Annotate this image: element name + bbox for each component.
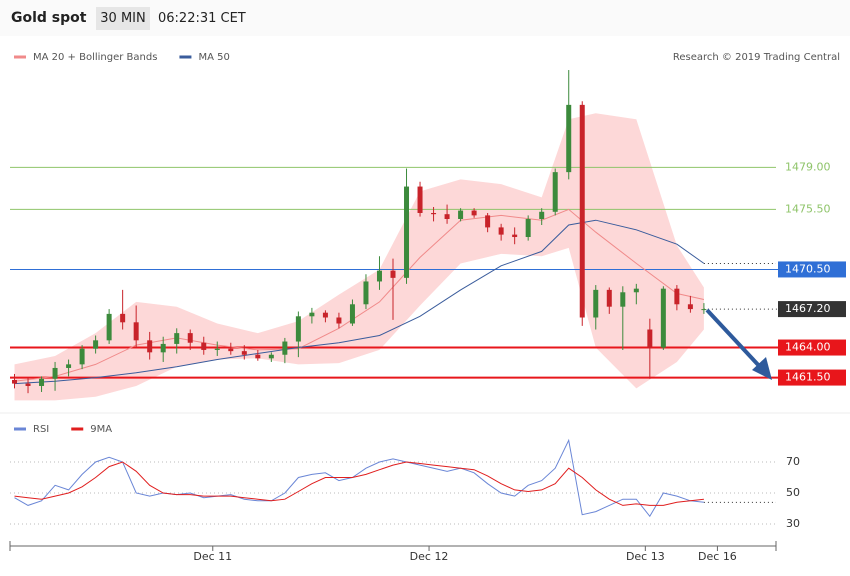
level-label-box: [778, 301, 846, 318]
candle-body: [525, 218, 531, 238]
candle-body: [214, 348, 220, 350]
candle-body: [106, 313, 112, 341]
page-title: Gold spot: [11, 10, 87, 26]
candle-body: [660, 288, 666, 348]
level-label: 1464.00: [785, 341, 831, 354]
candle-body: [647, 329, 653, 348]
candle-body: [404, 186, 410, 278]
level-label-box: [778, 369, 846, 386]
level-label: 1470.50: [785, 262, 831, 275]
candle-body: [593, 289, 599, 318]
candle-body: [295, 316, 301, 342]
candle-body: [566, 104, 572, 173]
candle-body: [160, 343, 166, 353]
level-label: 1467.20: [785, 302, 831, 315]
candle-body: [552, 172, 558, 212]
candle-body: [363, 281, 369, 305]
candle-body: [633, 288, 639, 293]
candle-body: [79, 348, 85, 365]
level-label: 1479.00: [785, 160, 831, 173]
candle-body: [417, 186, 423, 213]
candle-body: [498, 227, 504, 235]
candle-body: [174, 333, 180, 344]
y-tick-label: 70: [786, 455, 800, 468]
candle-body: [322, 312, 328, 318]
candle-body: [471, 210, 477, 216]
level-label-box: [778, 339, 846, 356]
candle-body: [349, 304, 355, 324]
level-label: 1461.50: [785, 371, 831, 384]
interval: 30 MIN: [100, 11, 145, 26]
candle-body: [376, 270, 382, 282]
interval-box: [96, 7, 150, 30]
candle-body: [485, 215, 491, 228]
legend-label: 9MA: [90, 424, 112, 435]
candle-body: [228, 348, 234, 352]
candle-body: [620, 292, 626, 307]
x-tick-label: Dec 12: [410, 550, 449, 563]
candle-body: [701, 309, 707, 311]
legend-label: MA 50: [198, 52, 229, 63]
x-tick-label: Dec 13: [626, 550, 665, 563]
candle-body: [25, 383, 31, 386]
level-label: 1475.50: [785, 202, 831, 215]
candle-body: [336, 317, 342, 324]
candle-body: [93, 340, 99, 349]
candle-body: [606, 289, 612, 307]
time: 06:22:31 CET: [158, 11, 246, 26]
candle-body: [268, 354, 274, 359]
candle-body: [458, 210, 464, 219]
x-tick-label: Dec 11: [193, 550, 232, 563]
candle-body: [539, 211, 545, 219]
candle-body: [52, 367, 58, 379]
candle-body: [120, 313, 126, 323]
arrow: [705, 308, 764, 371]
candle-body: [512, 234, 518, 238]
y-tick-label: 30: [786, 517, 800, 530]
candle-body: [431, 212, 437, 215]
candle-body: [674, 288, 680, 305]
plot-layer: 1479.00 1475.50 1470.50 1467.20 1464.00 1461.…: [9, 52, 846, 563]
candle-body: [255, 354, 261, 359]
credit: Research © 2019 Trading Central: [673, 52, 840, 63]
bollinger-band: [14, 113, 704, 401]
candle-body: [241, 351, 247, 355]
candle-body: [309, 312, 315, 317]
candle-body: [687, 304, 693, 310]
candle-body: [187, 333, 193, 343]
candle-body: [390, 270, 396, 278]
x-tick-label: Dec 16: [698, 550, 737, 563]
candle-body: [12, 379, 18, 384]
y-tick-label: 50: [786, 486, 800, 499]
candle-body: [282, 341, 288, 355]
legend-label: RSI: [33, 424, 49, 435]
candle-body: [444, 214, 450, 219]
candle-body: [201, 342, 207, 350]
series-line: [14, 438, 704, 518]
candle-body: [579, 104, 585, 318]
candle-body: [147, 340, 153, 353]
candle-body: [66, 364, 72, 368]
candle-body: [133, 322, 139, 341]
candle-body: [39, 378, 45, 386]
ma-line: [14, 219, 705, 385]
series-line: [14, 461, 704, 506]
level-label-box: [778, 261, 846, 278]
legend-label: MA 20 + Bollinger Bands: [33, 52, 157, 63]
arrow-head: [752, 357, 772, 380]
